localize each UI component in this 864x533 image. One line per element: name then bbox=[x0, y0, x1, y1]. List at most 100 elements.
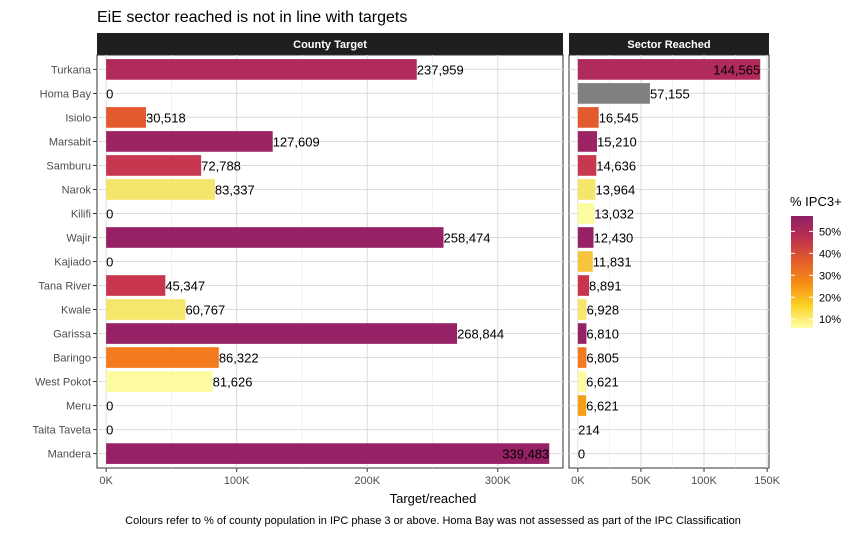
x-tick-label-sector-reached: 50K bbox=[631, 475, 651, 487]
bar-sector-reached-homa-bay bbox=[577, 83, 650, 104]
bar-county-target-wajir bbox=[106, 227, 444, 248]
category-label-taita-taveta: Taita Taveta bbox=[32, 425, 91, 437]
category-label-kwale: Kwale bbox=[61, 305, 91, 317]
category-label-kilifi: Kilifi bbox=[71, 208, 91, 220]
value-label-county-target-wajir: 258,474 bbox=[444, 230, 491, 245]
value-label-county-target-turkana: 237,959 bbox=[417, 62, 464, 77]
caption: Colours refer to % of county population … bbox=[125, 515, 741, 527]
value-label-county-target-tana-river: 45,347 bbox=[165, 279, 205, 294]
category-label-tana-river: Tana River bbox=[38, 281, 91, 293]
value-labels-county-target: 237,959 0 30,518 127,609 72,788 83,337 0 258,47… bbox=[106, 62, 549, 461]
value-label-sector-reached-kwale: 6,928 bbox=[587, 303, 620, 318]
category-label-wajir: Wajir bbox=[66, 232, 91, 244]
bar-sector-reached-narok bbox=[577, 179, 596, 200]
bar-county-target-marsabit bbox=[106, 131, 273, 152]
bar-sector-reached-tana-river bbox=[577, 275, 590, 296]
x-tick-label-county-target: 100K bbox=[224, 475, 250, 487]
value-label-county-target-baringo: 86,322 bbox=[219, 351, 259, 366]
x-tick-label-county-target: 200K bbox=[354, 475, 380, 487]
category-label-homa-bay: Homa Bay bbox=[40, 88, 92, 100]
x-tick-label-sector-reached: 0K bbox=[571, 475, 585, 487]
chart-title: EiE sector reached is not in line with t… bbox=[97, 9, 407, 26]
panel-sector-reached: Sector Reached 144,565 57,155 16,545 15,210… bbox=[568, 33, 781, 487]
value-label-county-target-kwale: 60,767 bbox=[185, 303, 225, 318]
bar-sector-reached-baringo bbox=[577, 347, 587, 368]
bar-sector-reached-isiolo bbox=[577, 107, 599, 128]
category-label-narok: Narok bbox=[62, 184, 92, 196]
bar-county-target-west-pokot bbox=[106, 371, 213, 392]
x-tick-label-sector-reached: 150K bbox=[754, 475, 780, 487]
legend-tick-label: 20% bbox=[819, 292, 841, 304]
bar-county-target-samburu bbox=[106, 155, 202, 176]
bar-county-target-turkana bbox=[106, 59, 417, 80]
category-label-west-pokot: West Pokot bbox=[35, 377, 91, 389]
value-label-sector-reached-homa-bay: 57,155 bbox=[650, 86, 690, 101]
category-label-isiolo: Isiolo bbox=[65, 112, 91, 124]
value-label-sector-reached-kilifi: 13,032 bbox=[594, 206, 634, 221]
value-label-sector-reached-mandera: 0 bbox=[578, 447, 585, 462]
bar-sector-reached-turkana bbox=[577, 59, 761, 80]
bar-county-target-kwale bbox=[106, 299, 186, 320]
category-label-garissa: Garissa bbox=[53, 329, 92, 341]
bar-county-target-baringo bbox=[106, 347, 219, 368]
value-label-county-target-marsabit: 127,609 bbox=[273, 134, 320, 149]
category-label-mandera: Mandera bbox=[48, 449, 92, 461]
value-label-sector-reached-garissa: 6,810 bbox=[586, 327, 619, 342]
value-label-county-target-isiolo: 30,518 bbox=[146, 110, 186, 125]
y-axis-category-labels: Turkana Homa Bay Isiolo Marsabit Samburu Naro… bbox=[32, 64, 97, 461]
value-label-county-target-meru: 0 bbox=[106, 399, 113, 414]
value-label-sector-reached-baringo: 6,805 bbox=[586, 351, 619, 366]
bar-county-target-narok bbox=[106, 179, 215, 200]
strip-county-target bbox=[97, 33, 563, 55]
bar-county-target-tana-river bbox=[106, 275, 166, 296]
grid-sector-reached bbox=[569, 55, 769, 468]
legend-tick-label: 40% bbox=[819, 248, 841, 260]
legend-ticks: 10% 20% 30% 40% 50% bbox=[791, 226, 841, 326]
category-label-marsabit: Marsabit bbox=[49, 136, 91, 148]
strip-sector-reached bbox=[569, 33, 769, 55]
value-label-sector-reached-tana-river: 8,891 bbox=[589, 279, 622, 294]
legend-colorbar bbox=[791, 216, 813, 328]
panel-county-target: County Target 237,959 0 30,518 127,609 72,78… bbox=[96, 33, 564, 487]
bars-sector-reached bbox=[577, 59, 761, 440]
x-ticks-county-target: 0K 100K 200K 300K bbox=[99, 468, 511, 487]
x-ticks-sector-reached: 0K 50K 100K 150K bbox=[571, 468, 781, 487]
value-label-sector-reached-meru: 6,621 bbox=[586, 399, 619, 414]
bar-sector-reached-wajir bbox=[577, 227, 594, 248]
x-axis-title: Target/reached bbox=[390, 491, 477, 506]
x-tick-label-county-target: 300K bbox=[485, 475, 511, 487]
value-label-sector-reached-marsabit: 15,210 bbox=[597, 134, 637, 149]
bar-sector-reached-kwale bbox=[577, 299, 587, 320]
value-label-county-target-kilifi: 0 bbox=[106, 206, 113, 221]
value-label-county-target-mandera: 339,483 bbox=[502, 447, 549, 462]
value-label-county-target-narok: 83,337 bbox=[215, 182, 255, 197]
value-label-sector-reached-kajiado: 11,831 bbox=[593, 255, 632, 270]
value-label-county-target-garissa: 268,844 bbox=[457, 327, 504, 342]
category-label-samburu: Samburu bbox=[46, 160, 91, 172]
value-label-sector-reached-isiolo: 16,545 bbox=[599, 110, 639, 125]
bar-county-target-mandera bbox=[106, 443, 550, 464]
value-label-county-target-taita-taveta: 0 bbox=[106, 423, 113, 438]
category-label-baringo: Baringo bbox=[53, 353, 91, 365]
legend-tick-label: 10% bbox=[819, 314, 841, 326]
value-label-sector-reached-narok: 13,964 bbox=[595, 182, 635, 197]
bar-sector-reached-marsabit bbox=[577, 131, 598, 152]
category-label-kajiado: Kajiado bbox=[54, 257, 91, 269]
bars-county-target bbox=[106, 59, 550, 464]
bar-sector-reached-garissa bbox=[577, 323, 587, 344]
strip-label-sector-reached: Sector Reached bbox=[627, 39, 710, 51]
x-tick-label-sector-reached: 100K bbox=[691, 475, 717, 487]
bar-county-target-isiolo bbox=[106, 107, 146, 128]
value-label-county-target-homa-bay: 0 bbox=[106, 86, 113, 101]
bar-county-target-garissa bbox=[106, 323, 458, 344]
value-labels-sector-reached: 144,565 57,155 16,545 15,210 14,636 13,964 13,… bbox=[578, 62, 760, 461]
value-label-sector-reached-turkana: 144,565 bbox=[713, 62, 760, 77]
value-label-sector-reached-wajir: 12,430 bbox=[594, 230, 634, 245]
value-label-county-target-samburu: 72,788 bbox=[201, 158, 241, 173]
bar-sector-reached-meru bbox=[577, 395, 587, 416]
value-label-sector-reached-samburu: 14,636 bbox=[596, 158, 636, 173]
bar-sector-reached-kajiado bbox=[577, 251, 593, 272]
value-label-county-target-kajiado: 0 bbox=[106, 255, 113, 270]
value-label-sector-reached-west-pokot: 6,621 bbox=[586, 375, 619, 390]
